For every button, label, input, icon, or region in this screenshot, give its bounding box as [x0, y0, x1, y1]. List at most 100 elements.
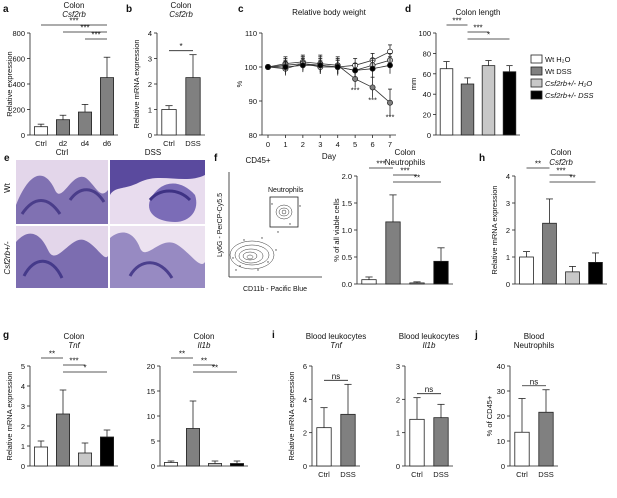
chart-f-y-axis-label: % of all viable cells — [332, 198, 341, 262]
chart-g2-bar-0 — [163, 462, 178, 467]
chart-f-y-tick-label-3: 1.5 — [342, 199, 352, 208]
chart-d-significance-label-2: * — [487, 31, 490, 40]
chart-i1-y-tick-label-0: 0 — [303, 462, 307, 471]
histology-image-wt-ctrl — [16, 160, 108, 224]
chart-f-y-tick-label-2: 1.0 — [342, 226, 352, 235]
chart-h-bar-1 — [542, 222, 557, 285]
chart-h-significance-label-0: ** — [535, 160, 541, 169]
chart-d-y-tick-label-2: 40 — [423, 90, 431, 99]
chart-c-x-tick-label-0: 0 — [266, 140, 270, 149]
chart-c-point-wt_dss-7 — [387, 99, 393, 106]
flow-contour-neutrophils — [275, 204, 293, 220]
chart-c-point-het_dss-2 — [299, 62, 306, 69]
chart-a-y-tick-label-4: 800 — [12, 29, 25, 38]
chart-h-bar-2 — [565, 271, 580, 285]
chart-a-significance-label-1: *** — [80, 24, 89, 33]
chart-g1-subtitle: Tnf — [68, 341, 80, 350]
chart-f-bar-1 — [385, 221, 401, 285]
chart-b-y-tick-label-1: 1 — [148, 106, 152, 115]
chart-a-bar-3 — [100, 77, 115, 136]
chart-a-x-tick-label-0: Ctrl — [35, 139, 47, 148]
chart-c-annotation-2: *** — [386, 113, 395, 122]
chart-h-y-tick-label-2: 2 — [506, 226, 510, 235]
chart-c-y-tick-label-1: 90 — [249, 97, 257, 106]
chart-b-bar-1 — [185, 77, 201, 136]
chart-b-panel-letter: b — [126, 4, 132, 15]
chart-g2-bar-1 — [185, 428, 200, 467]
chart-i1-bar-0 — [316, 427, 332, 467]
chart-i1-bar-1 — [340, 413, 356, 467]
chart-g2-subtitle: Il1b — [198, 341, 211, 350]
legend-label-1: Wt DSS — [545, 67, 572, 76]
chart-j-y-axis-label: % of CD45+ — [485, 395, 494, 436]
chart-d-bar-2 — [481, 65, 496, 136]
chart-g1-bar-2 — [78, 452, 93, 467]
chart-g2-title: Colon — [194, 332, 215, 341]
chart-j-panel-letter: j — [474, 330, 478, 341]
chart-g1-panel-letter: g — [3, 330, 9, 341]
chart-c-y-tick-label-2: 100 — [244, 63, 257, 72]
chart-c-point-het_dss-4 — [334, 64, 341, 70]
chart-h-y-tick-label-4: 4 — [506, 172, 510, 181]
chart-c-point-het_dss-1 — [282, 64, 289, 70]
chart-j-x-tick-label-1: DSS — [538, 470, 553, 479]
chart-f-significance-label-2: ** — [414, 174, 420, 183]
chart-g1-bar-0 — [34, 446, 49, 467]
chart-g2-bar-2 — [207, 463, 222, 467]
chart-a-bar-2 — [78, 111, 93, 136]
chart-a-bar-0 — [34, 126, 49, 136]
legend-swatch-2 — [530, 78, 543, 88]
chart-j-bar-0 — [514, 431, 530, 467]
chart-a-y-tick-label-3: 600 — [12, 55, 25, 64]
chart-g1-y-tick-label-5: 5 — [21, 362, 25, 371]
chart-a-panel-letter: a — [3, 4, 9, 15]
chart-c-point-het_dss-3 — [317, 62, 324, 69]
chart-g1-significance-label-2: * — [83, 364, 86, 373]
chart-h-y-tick-label-1: 1 — [506, 253, 510, 262]
chart-b-title: Colon — [171, 1, 192, 10]
chart-h-bar-3 — [588, 261, 603, 285]
chart-d-bar-1 — [460, 83, 475, 136]
flow-plot-title: CD45+ — [245, 156, 270, 165]
histology-col-label-ctrl: Ctrl — [56, 148, 69, 157]
chart-c-annotation-1: *** — [368, 96, 377, 105]
chart-b-subtitle: Csf2rb — [169, 10, 193, 19]
histology-col-label-dss: DSS — [145, 148, 161, 157]
chart-panel-c: c Relative body weight 80 90 100 110% 0 1 2 3 4 5 6 7… — [235, 4, 396, 161]
panel-f-flow-plot: f CD45+ Ly6G - PerCP-Cy5.5 CD11b - Pacif… — [214, 153, 322, 293]
chart-c-x-tick-label-7: 7 — [388, 140, 392, 149]
chart-i2-y-tick-label-1: 1 — [396, 429, 400, 438]
chart-c-x-tick-label-5: 5 — [353, 140, 357, 149]
chart-g2-y-tick-label-2: 10 — [147, 412, 155, 421]
chart-b-y-tick-label-2: 2 — [148, 80, 152, 89]
chart-f-y-tick-label-0: 0.0 — [342, 280, 352, 289]
flow-neutrophil-gate — [269, 196, 299, 228]
chart-i2-y-tick-label-3: 3 — [396, 362, 400, 371]
chart-d-significance-label-0: *** — [452, 17, 461, 26]
panel-e-histology: e Ctrl DSS Wt Csf2rb+/- — [3, 148, 205, 288]
chart-h-significance-label-1: *** — [556, 167, 565, 176]
chart-d-panel-letter: d — [405, 4, 411, 15]
chart-g2-y-tick-label-0: 0 — [151, 462, 155, 471]
chart-g2-significance-label-2: ** — [212, 364, 218, 373]
chart-c-x-tick-label-4: 4 — [336, 140, 340, 149]
chart-d-y-tick-label-0: 0 — [427, 131, 431, 140]
chart-c-x-tick-label-1: 1 — [283, 140, 287, 149]
flow-gate-label: Neutrophils — [268, 187, 304, 194]
chart-b-y-tick-label-3: 3 — [148, 55, 152, 64]
chart-i2-x-tick-label-1: DSS — [433, 470, 448, 479]
chart-j-y-tick-label-1: 10 — [497, 437, 505, 446]
chart-g1-title: Colon — [64, 332, 85, 341]
legend-label-0: Wt H₂O — [545, 55, 571, 64]
chart-f-significance-label-0: *** — [376, 160, 385, 169]
chart-j-x-tick-label-0: Ctrl — [516, 470, 528, 479]
chart-i1-significance-label-0: ns — [332, 372, 340, 381]
chart-h-subtitle: Csf2rb — [549, 158, 573, 167]
chart-i2-significance-label-0: ns — [425, 385, 433, 394]
chart-a-y-tick-label-0: 0 — [21, 131, 25, 140]
